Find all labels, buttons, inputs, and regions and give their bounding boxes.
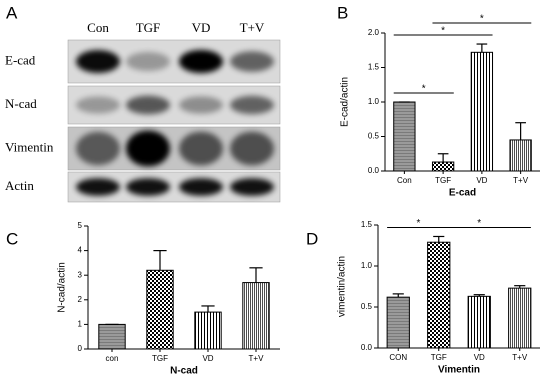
bar [508,287,532,349]
bar [393,101,416,172]
panel-label: B [337,3,348,22]
panel-label: A [6,3,18,22]
bar [146,269,174,350]
band [126,95,170,115]
bar [98,323,126,350]
y-tick-label: 0.0 [368,166,380,175]
x-axis-label: E-cad [449,188,476,199]
significance-label: * [441,26,445,37]
x-tick-label: VD [476,176,487,185]
row-label: E-cad [5,52,36,67]
y-tick-label: 4 [78,246,83,255]
band [179,96,223,114]
x-tick-label: TGF [431,353,447,362]
band [126,52,170,71]
band [76,50,120,73]
y-tick-label: 0.0 [361,343,373,352]
x-tick-label: TGF [152,354,168,363]
y-axis-label: vimentin/actin [337,256,348,317]
band [179,178,223,196]
significance-label: * [417,218,421,229]
y-tick-label: 1.0 [368,97,380,106]
band [126,178,170,196]
x-tick-label: con [106,354,119,363]
y-tick-label: 1 [78,320,83,329]
y-tick-label: 2.0 [368,28,380,37]
error-bar [473,294,485,297]
x-tick-label: T+V [249,354,265,363]
band [76,96,120,114]
x-tick-label: VD [202,354,213,363]
lane-label: VD [192,20,211,35]
significance-label: * [480,14,484,25]
y-tick-label: 2 [78,295,83,304]
significance-label: * [422,84,426,95]
bar [467,295,491,349]
lane-label: Con [87,20,109,35]
x-tick-label: T+V [512,353,528,362]
error-bar [476,43,488,53]
y-axis-label: E-cad/actin [340,77,351,127]
y-tick-label: 1.5 [361,220,373,229]
panel-label: D [306,229,318,248]
x-axis-label: N-cad [170,366,198,377]
x-tick-label: T+V [513,176,529,185]
error-bar [515,122,526,140]
western-blot: Con TGF VD T+V E-cad N-cad Vimentin Actin [5,20,281,203]
y-tick-label: 1.5 [368,63,380,72]
error-bar [392,293,404,298]
bar [427,241,451,349]
bar [470,51,494,172]
bar [431,161,455,172]
y-axis-label: N-cad/actin [57,262,68,313]
y-tick-label: 0 [78,344,83,353]
y-tick-label: 1.0 [361,261,373,270]
band [230,131,274,166]
band [76,178,120,196]
bar [509,139,532,172]
y-tick-label: 5 [78,221,83,230]
lane-label: T+V [240,20,265,35]
error-bar [201,305,215,313]
band [179,49,223,74]
bar [386,296,410,349]
error-bar [437,153,449,163]
band [230,51,274,72]
band [126,130,170,167]
x-axis-label: Vimentin [438,365,480,376]
bar [242,282,270,350]
band [76,131,120,166]
band [230,95,274,115]
error-bar [153,250,167,271]
row-label: Vimentin [5,139,54,154]
y-tick-label: 0.5 [368,132,380,141]
x-tick-label: Con [397,176,412,185]
lane-label: TGF [136,20,161,35]
significance-label: * [477,218,481,229]
row-label: N-cad [5,96,37,111]
error-bar [433,235,445,243]
x-tick-label: TGF [435,176,451,185]
band [179,131,223,166]
error-bar [514,285,526,289]
error-bar [249,267,263,283]
x-tick-label: CON [389,353,407,362]
row-label: Actin [5,178,34,193]
y-tick-label: 0.5 [361,302,373,311]
y-tick-label: 3 [78,270,83,279]
band [230,178,274,196]
bar [194,311,222,350]
panel-label: C [6,229,18,248]
x-tick-label: VD [474,353,485,362]
